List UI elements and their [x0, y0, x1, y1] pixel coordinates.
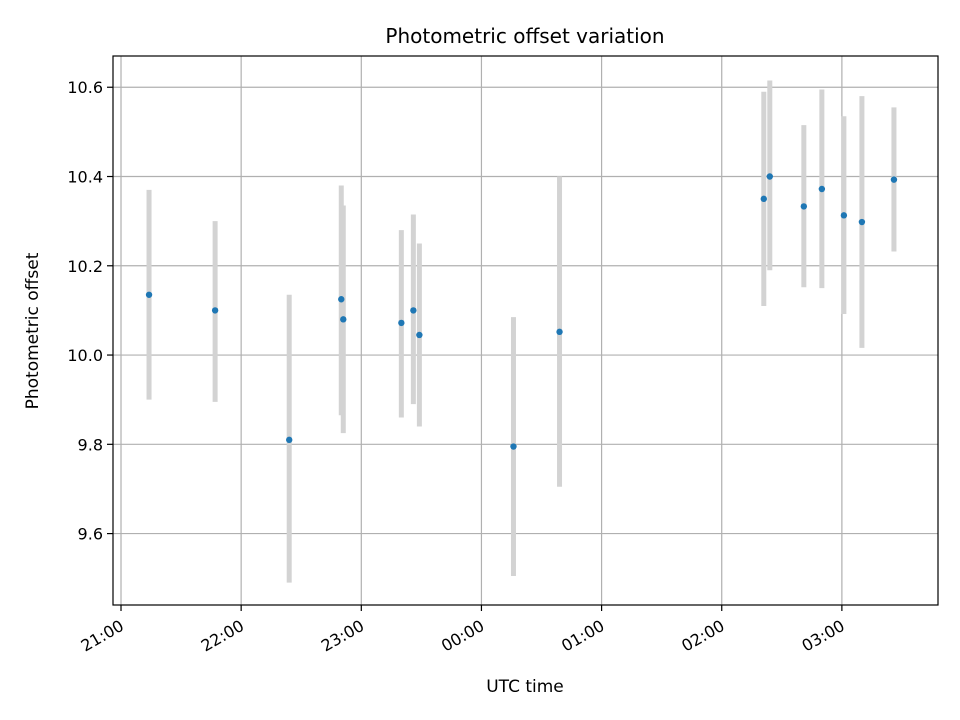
y-tick-label: 9.6	[78, 525, 103, 544]
y-tick-label: 10.0	[67, 346, 103, 365]
grid-layer	[113, 56, 938, 605]
data-point	[800, 203, 808, 210]
data-point	[211, 307, 219, 314]
data-point	[338, 296, 345, 303]
data-point	[398, 319, 405, 327]
data-point	[410, 307, 417, 314]
chart-title: Photometric offset variation	[385, 24, 664, 48]
data-point	[818, 185, 826, 193]
data-point	[510, 443, 517, 450]
data-point	[766, 173, 773, 180]
data-point	[340, 316, 347, 323]
point-layer	[145, 173, 898, 450]
y-tick-label: 10.6	[67, 78, 103, 97]
data-point	[416, 331, 423, 339]
plot-frame	[112, 55, 939, 606]
y-tick-label: 10.2	[67, 257, 103, 276]
y-tick-label: 9.8	[78, 435, 103, 454]
y-axis-label: Photometric offset	[23, 252, 43, 409]
data-point	[840, 212, 848, 219]
y-tick-label: 10.4	[67, 168, 103, 187]
data-point	[556, 328, 563, 336]
x-axis-label: UTC time	[486, 677, 564, 697]
data-point	[145, 291, 153, 298]
data-point	[760, 195, 767, 203]
data-point	[890, 176, 898, 183]
data-point	[858, 218, 866, 226]
data-point	[286, 436, 293, 444]
